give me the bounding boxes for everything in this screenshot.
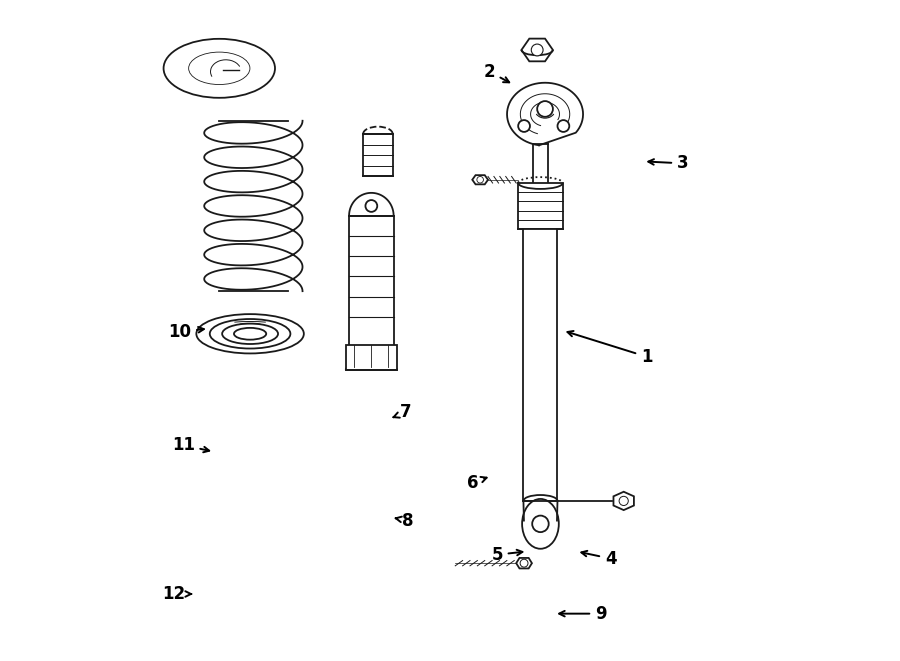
Text: 11: 11 (172, 436, 209, 454)
Ellipse shape (196, 314, 304, 354)
Bar (524, 229, 557, 501)
Text: 7: 7 (393, 403, 411, 422)
Ellipse shape (222, 323, 278, 344)
Circle shape (477, 176, 483, 183)
Ellipse shape (189, 52, 250, 85)
Ellipse shape (164, 39, 275, 98)
Text: 5: 5 (491, 546, 522, 564)
Bar (349, 215, 393, 350)
Text: 2: 2 (483, 63, 509, 83)
Text: 10: 10 (168, 323, 204, 341)
Text: 12: 12 (162, 585, 192, 603)
Bar (346, 345, 397, 369)
Text: 3: 3 (648, 155, 688, 173)
Text: 6: 6 (467, 473, 487, 492)
Circle shape (557, 120, 570, 132)
Bar (364, 134, 392, 176)
Bar (518, 183, 562, 229)
Text: 4: 4 (581, 549, 616, 568)
Circle shape (532, 516, 549, 532)
Circle shape (518, 120, 530, 132)
Circle shape (520, 559, 528, 567)
Text: 8: 8 (395, 512, 413, 529)
Circle shape (537, 101, 553, 117)
Circle shape (531, 44, 543, 56)
Polygon shape (614, 492, 634, 510)
Circle shape (619, 496, 628, 506)
Text: 1: 1 (568, 331, 652, 366)
Ellipse shape (522, 499, 559, 549)
Ellipse shape (234, 328, 266, 340)
Polygon shape (521, 38, 553, 61)
Ellipse shape (210, 319, 291, 348)
Polygon shape (472, 175, 488, 184)
Polygon shape (517, 558, 532, 568)
Text: 9: 9 (559, 605, 607, 623)
Circle shape (365, 200, 377, 212)
